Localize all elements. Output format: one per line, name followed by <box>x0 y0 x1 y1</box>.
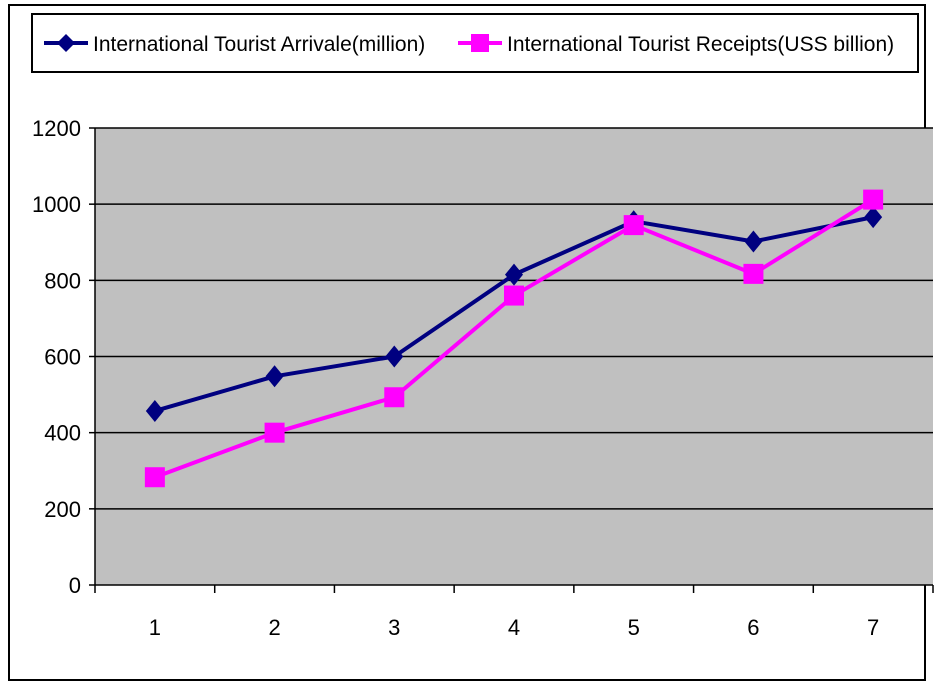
x-tick-label: 3 <box>388 615 400 640</box>
data-point <box>145 399 164 422</box>
x-tick-label: 1 <box>149 615 161 640</box>
data-point <box>505 263 523 286</box>
y-tick-label: 200 <box>44 497 81 522</box>
data-point <box>265 365 284 388</box>
data-point <box>623 215 644 236</box>
y-axis-ticks: 0 200 400 600 800 1000 1200 <box>32 116 95 598</box>
data-point <box>144 467 165 488</box>
series-1 <box>144 189 884 488</box>
x-axis-ticks: 1 2 3 4 5 6 7 <box>94 585 934 640</box>
data-point <box>744 230 763 253</box>
data-point <box>864 206 883 229</box>
legend-label-arrivals: International Tourist Arrivale(million) <box>93 33 425 56</box>
y-tick-label: 600 <box>44 345 81 370</box>
data-point <box>863 189 884 210</box>
x-tick-label: 4 <box>508 615 520 640</box>
series-layer <box>144 189 884 488</box>
legend-label-receipts: International Tourist Receipts(USS billi… <box>507 33 894 56</box>
y-tick-label: 800 <box>44 268 81 293</box>
legend: International Tourist Arrivale(million) … <box>31 13 919 73</box>
data-point <box>384 387 405 408</box>
x-tick-label: 5 <box>628 615 640 640</box>
data-point <box>743 263 764 284</box>
x-tick-label: 2 <box>268 615 280 640</box>
legend-marker-arrivals <box>57 34 75 52</box>
legend-marker-receipts <box>471 34 489 52</box>
y-tick-label: 0 <box>69 573 81 598</box>
y-tick-label: 1200 <box>32 116 81 141</box>
y-tick-label: 1000 <box>32 192 81 217</box>
x-tick-label: 6 <box>747 615 759 640</box>
data-point <box>385 345 404 368</box>
x-tick-label: 7 <box>867 615 879 640</box>
data-point <box>504 285 524 306</box>
data-point <box>264 422 285 443</box>
y-tick-label: 400 <box>44 421 81 446</box>
